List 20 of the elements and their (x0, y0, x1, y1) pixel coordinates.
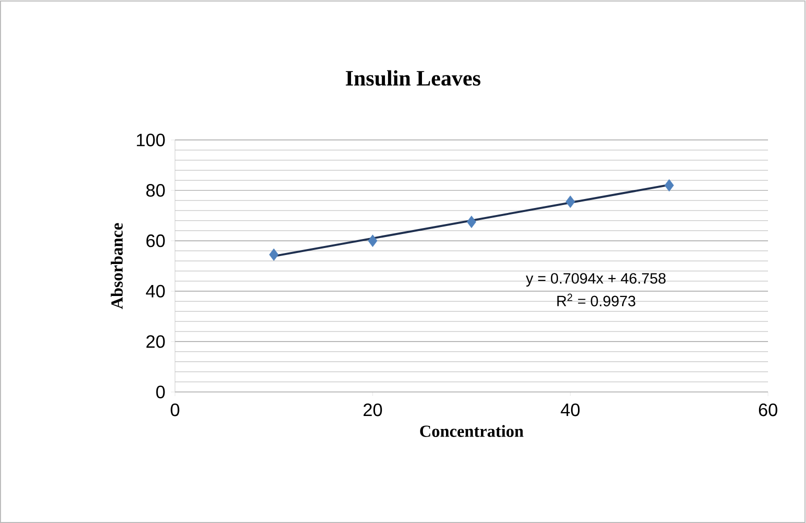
y-tick-label: 20 (146, 335, 165, 348)
point (566, 196, 576, 208)
y-axis-title: Absorbance (110, 223, 123, 310)
x-tick-label: 40 (560, 403, 580, 416)
x-tick-label: 0 (170, 403, 180, 416)
point (269, 248, 279, 261)
annotation: y = 0.7094x + 46.758 (526, 273, 666, 287)
x-tick-label: 20 (364, 403, 382, 416)
y-tick-label: 40 (146, 284, 165, 298)
x-axis-title: Concentration (420, 425, 524, 437)
chart-title: Insulin Leaves (346, 70, 480, 86)
y-tick-label: 100 (136, 134, 165, 146)
y-tick-label: 80 (146, 184, 165, 197)
x-tick-label: 60 (758, 403, 778, 416)
y-tick-label: 60 (146, 234, 165, 248)
y-tick-label: 0 (156, 386, 165, 398)
annotation: R$^{2}$ = 0.9973 (557, 294, 636, 306)
point (466, 216, 476, 228)
point (664, 179, 674, 192)
point (368, 234, 378, 247)
